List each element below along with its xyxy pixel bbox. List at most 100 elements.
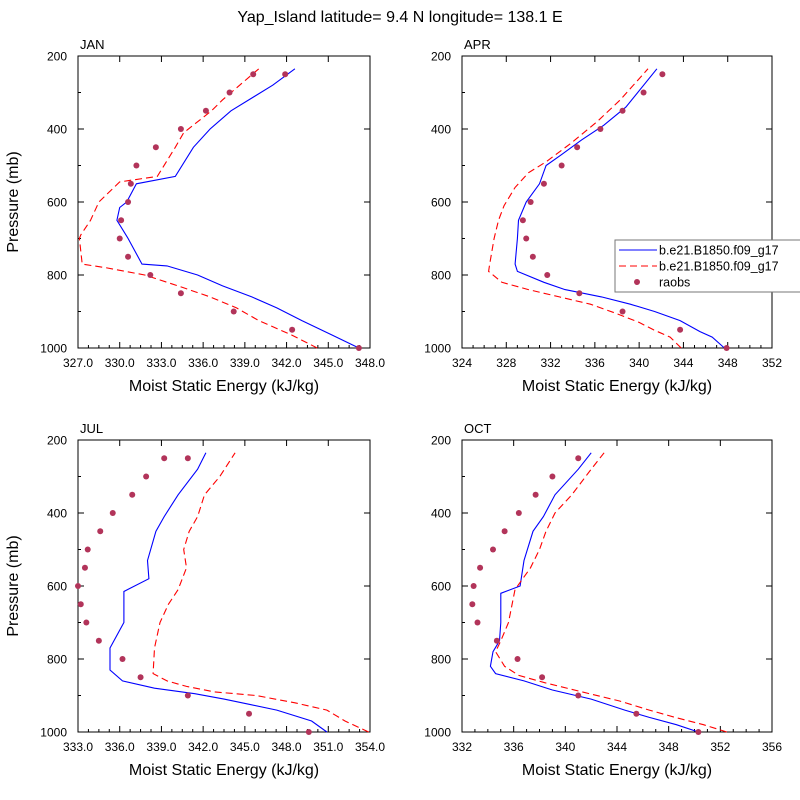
raobs-point — [544, 272, 551, 278]
raobs-point — [515, 510, 522, 516]
legend-label: raobs — [659, 276, 690, 290]
x-tick-label: 333.0 — [146, 356, 176, 370]
raobs-point — [575, 692, 582, 699]
raobs-point — [640, 89, 647, 96]
raobs-point — [532, 491, 539, 498]
x-tick-label: 342.0 — [272, 356, 302, 370]
raobs-point — [558, 162, 565, 169]
chart-panel-jul: JUL 333.0 336.0 339.0 342.0 345.0 348.0 351.0 35… — [5, 421, 385, 779]
chart-panel-jan: JAN 327.0 330.0 333.0 336.0 339.0 342.0 345.0 34… — [5, 37, 385, 395]
plot-frame — [461, 439, 773, 733]
raobs-point — [695, 729, 702, 735]
x-tick-label: 348.0 — [355, 356, 385, 370]
panel-title: JUL — [80, 421, 103, 436]
raobs-point — [523, 235, 530, 242]
legend-label: b.e21.B1850.f09_g17 — [659, 244, 779, 258]
raobs-point — [226, 89, 233, 96]
x-tick-label: 339.0 — [146, 740, 176, 754]
raobs-point — [81, 564, 88, 571]
raobs-point — [230, 308, 237, 315]
raobs-point — [490, 546, 496, 553]
raobs-point — [540, 180, 547, 187]
x-tick-label: 339.0 — [230, 356, 260, 370]
raobs-point — [116, 235, 123, 242]
x-tick-label: 336 — [504, 740, 524, 754]
raobs-point — [83, 619, 90, 626]
x-tick-label: 340 — [629, 356, 649, 370]
raobs-point — [514, 656, 521, 662]
x-tick-label: 330.0 — [105, 356, 135, 370]
x-tick-label: 352 — [762, 356, 782, 370]
x-tick-label: 348.0 — [272, 740, 302, 754]
x-tick-label: 348 — [718, 356, 738, 370]
series-line-dashed-red — [152, 452, 369, 733]
y-tick-label: 200 — [431, 50, 451, 64]
raobs-point — [576, 290, 583, 297]
x-tick-label: 356 — [762, 740, 782, 754]
x-tick-label: 345.0 — [313, 356, 343, 370]
x-tick-label: 345.0 — [230, 740, 260, 754]
raobs-point — [282, 71, 289, 78]
raobs-point — [470, 583, 477, 589]
series-line-dashed-red — [494, 452, 727, 733]
panel-title: APR — [464, 37, 491, 52]
chart-panel-apr: APR 324 328 332 336 340 344 348 352 200 400 600 800 1… — [424, 37, 782, 395]
plot-frame — [461, 55, 773, 349]
series-line-solid-blue — [489, 452, 699, 733]
plot-frame — [77, 55, 371, 349]
legend-label: b.e21.B1850.f09_g17 — [659, 260, 779, 274]
raobs-point — [493, 637, 500, 644]
raobs-point — [129, 491, 136, 498]
figure-title: Yap_Island latitude= 9.4 N longitude= 13… — [237, 9, 562, 26]
raobs-point — [127, 180, 134, 187]
raobs-point — [539, 674, 546, 681]
y-tick-label: 400 — [47, 507, 67, 521]
y-tick-label: 800 — [431, 269, 451, 283]
x-axis-label: Moist Static Energy (kJ/kg) — [522, 762, 712, 779]
x-tick-label: 351.0 — [313, 740, 343, 754]
raobs-point — [137, 674, 144, 681]
y-tick-label: 1000 — [424, 342, 451, 356]
raobs-point — [202, 107, 209, 114]
raobs-point — [184, 692, 191, 699]
raobs-point — [659, 71, 666, 78]
raobs-point — [549, 473, 556, 480]
raobs-point — [575, 455, 582, 462]
x-tick-label: 332 — [452, 740, 472, 754]
raobs-point — [501, 528, 508, 535]
x-tick-label: 333.0 — [63, 740, 93, 754]
raobs-point — [527, 199, 534, 205]
legend: b.e21.B1850.f09_g17 b.e21.B1850.f09_g17ra… — [614, 239, 800, 293]
raobs-point — [118, 217, 125, 224]
y-axis-label: Pressure (mb) — [5, 151, 22, 252]
raobs-point — [289, 326, 296, 333]
raobs-point — [95, 637, 102, 644]
raobs-point — [677, 326, 684, 333]
x-axis-label: Moist Static Energy (kJ/kg) — [129, 762, 319, 779]
raobs-point — [97, 528, 104, 535]
y-tick-label: 1000 — [40, 726, 67, 740]
raobs-point — [519, 217, 526, 224]
x-tick-label: 336.0 — [188, 356, 218, 370]
legend-marker-raobs — [634, 279, 640, 285]
x-tick-label: 324 — [452, 356, 472, 370]
raobs-point — [133, 162, 140, 169]
y-tick-label: 400 — [431, 123, 451, 137]
raobs-point — [529, 253, 536, 260]
raobs-point — [723, 345, 730, 351]
x-tick-label: 332 — [541, 356, 561, 370]
raobs-point — [75, 583, 81, 589]
chart-panel-oct: OCT 332 336 340 344 348 352 356 200 400 600 800 1000… — [424, 421, 782, 779]
x-tick-label: 342.0 — [188, 740, 218, 754]
raobs-point — [597, 126, 604, 132]
raobs-point — [574, 144, 581, 151]
series-line-solid-blue — [116, 68, 360, 349]
raobs-point — [84, 546, 91, 553]
x-tick-label: 327.0 — [63, 356, 93, 370]
raobs-point — [305, 729, 312, 735]
plot-frame — [77, 439, 371, 733]
y-tick-label: 400 — [47, 123, 67, 137]
series-line-dashed-red — [488, 68, 682, 349]
raobs-point — [246, 710, 253, 717]
x-tick-label: 336 — [585, 356, 605, 370]
